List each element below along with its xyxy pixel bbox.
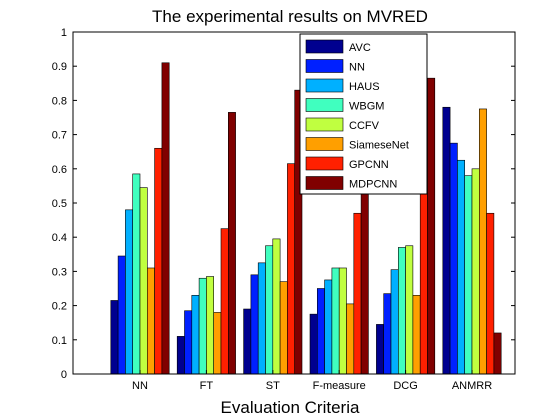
bar-wbgm-anmrr: [464, 175, 473, 375]
legend-swatch-mdpcnn: [305, 176, 344, 190]
legend-swatch-haus: [305, 78, 344, 93]
bar-mdpcnn-dcg: [427, 77, 436, 375]
bar-ccfv-nn: [139, 187, 148, 375]
x-tick-label: FT: [200, 380, 214, 392]
bar-nn-anmrr: [449, 142, 458, 375]
bar-nn-nn: [117, 255, 126, 375]
legend-label-wbgm: WBGM: [349, 101, 384, 113]
bar-haus-ft: [191, 295, 200, 375]
legend-swatch-nn: [305, 59, 344, 73]
x-tick-label: F-measure: [313, 380, 366, 392]
bar-haus-anmrr: [457, 159, 465, 375]
bars-group: [110, 62, 502, 375]
bar-nn-ft: [184, 310, 193, 375]
bar-haus-nn: [125, 209, 134, 375]
bar-siamesenet-anmrr: [478, 108, 487, 375]
bar-gpcnn-anmrr: [486, 212, 495, 375]
bar-nn-f-measure: [316, 288, 325, 375]
bar-mdpcnn-anmrr: [493, 332, 502, 375]
legend-label-haus: HAUS: [349, 81, 380, 93]
bar-siamesenet-dcg: [412, 295, 421, 375]
bar-gpcnn-nn: [154, 147, 163, 375]
y-tick-label: 0.9: [52, 61, 67, 73]
bar-wbgm-dcg: [397, 247, 406, 375]
y-tick-label: 0.7: [52, 130, 67, 142]
bar-nn-dcg: [383, 293, 392, 375]
y-axis: 0 0.1 0.2 0.3 0.4 0.5 0.6 0.7 0.8 0.9 1: [52, 27, 515, 381]
bar-avc-nn: [110, 300, 119, 375]
y-tick-label: 0: [61, 369, 67, 381]
bar-wbgm-f-measure: [331, 267, 340, 375]
bar-avc-st: [243, 308, 252, 375]
bar-gpcnn-dcg: [419, 190, 428, 375]
chart-title: The experimental results on MVRED: [152, 7, 428, 26]
bar-gpcnn-f-measure: [353, 212, 362, 375]
x-axis: NN FT ST F-measure DCG ANMRR: [132, 370, 492, 392]
bar-avc-dcg: [376, 324, 384, 375]
bar-haus-dcg: [390, 269, 399, 375]
x-tick-label: ANMRR: [452, 380, 492, 392]
bar-avc-f-measure: [309, 313, 318, 375]
bar-siamesenet-ft: [213, 312, 222, 375]
bar-siamesenet-f-measure: [346, 303, 355, 375]
bar-mdpcnn-ft: [228, 112, 236, 375]
legend: AVC NN HAUS WBGM CCFV SiameseNet GPCNN MDPCNN: [299, 33, 428, 195]
bar-ccfv-f-measure: [338, 267, 347, 375]
bar-ccfv-st: [272, 238, 281, 375]
y-tick-label: 0.4: [52, 232, 67, 244]
bar-wbgm-ft: [198, 277, 207, 375]
bar-haus-st: [257, 262, 266, 375]
bar-mdpcnn-f-measure: [360, 168, 369, 375]
bar-avc-ft: [176, 336, 185, 375]
legend-swatch-ccfv: [305, 117, 344, 132]
x-tick-label: NN: [132, 380, 148, 392]
bar-wbgm-st: [265, 245, 274, 375]
bar-ccfv-dcg: [405, 245, 414, 375]
y-tick-label: 0.8: [52, 95, 67, 107]
y-tick-label: 1: [61, 27, 67, 39]
legend-swatch-avc: [305, 39, 344, 54]
bar-wbgm-nn: [132, 173, 141, 375]
y-tick-label: 0.3: [52, 266, 67, 278]
y-tick-label: 0.1: [52, 335, 67, 347]
bar-nn-st: [250, 274, 259, 375]
bar-ccfv-ft: [206, 276, 214, 375]
bar-mdpcnn-nn: [161, 62, 170, 375]
y-tick-label: 0.6: [52, 164, 67, 176]
legend-label-ccfv: CCFV: [349, 120, 380, 132]
x-tick-label: DCG: [393, 380, 417, 392]
legend-label-mdpcnn: MDPCNN: [349, 179, 397, 191]
x-tick-label: ST: [266, 380, 280, 392]
legend-label-gpcnn: GPCNN: [349, 159, 389, 171]
bar-siamesenet-nn: [147, 267, 155, 375]
legend-swatch-gpcnn: [305, 156, 344, 171]
bar-avc-anmrr: [442, 106, 451, 375]
legend-label-nn: NN: [349, 62, 365, 74]
bar-haus-f-measure: [324, 279, 333, 375]
y-tick-label: 0.2: [52, 301, 67, 313]
bar-gpcnn-ft: [220, 228, 229, 375]
legend-swatch-siamesenet: [305, 137, 344, 151]
legend-label-siamesenet: SiameseNet: [349, 140, 409, 152]
bar-siamesenet-st: [279, 281, 288, 375]
bar-gpcnn-st: [287, 163, 295, 375]
x-axis-label: Evaluation Criteria: [221, 398, 360, 417]
bar-ccfv-anmrr: [471, 168, 480, 375]
legend-label-avc: AVC: [349, 42, 371, 54]
y-tick-label: 0.5: [52, 198, 67, 210]
legend-swatch-wbgm: [305, 98, 344, 112]
